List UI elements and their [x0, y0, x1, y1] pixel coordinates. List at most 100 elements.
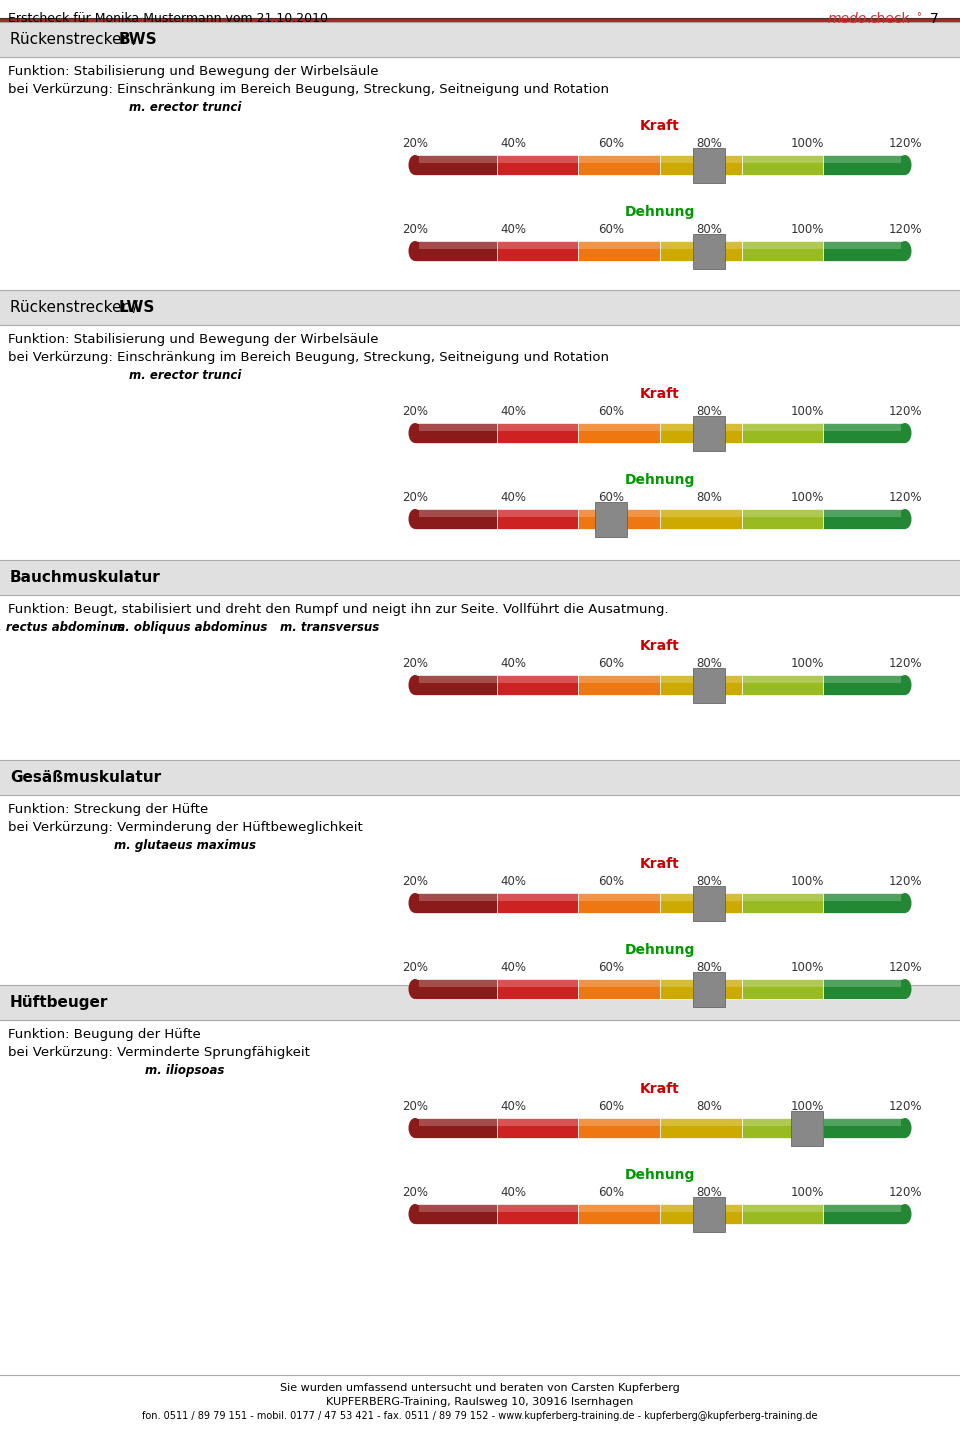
Text: 80%: 80% — [696, 137, 722, 150]
Bar — [496, 1205, 578, 1223]
Bar — [0, 291, 960, 325]
Text: Rückenstrecker /: Rückenstrecker / — [10, 299, 143, 315]
Bar — [660, 155, 742, 174]
Bar — [496, 894, 578, 912]
Bar — [415, 423, 496, 443]
Text: Funktion: Stabilisierung und Bewegung der Wirbelsäule: Funktion: Stabilisierung und Bewegung de… — [8, 65, 378, 78]
Text: 60%: 60% — [598, 405, 624, 418]
Text: 120%: 120% — [888, 657, 922, 670]
Text: Kraft: Kraft — [640, 119, 680, 134]
Bar — [496, 1117, 578, 1138]
Text: 20%: 20% — [402, 405, 428, 418]
Text: 40%: 40% — [500, 137, 526, 150]
Text: 80%: 80% — [696, 405, 722, 418]
Text: 80%: 80% — [696, 960, 722, 974]
Text: 60%: 60% — [598, 1100, 624, 1113]
Ellipse shape — [899, 1205, 911, 1223]
Bar — [415, 509, 496, 529]
Bar — [693, 885, 725, 921]
Text: Funktion: Stabilisierung und Bewegung der Wirbelsäule: Funktion: Stabilisierung und Bewegung de… — [8, 333, 378, 346]
Text: 100%: 100% — [790, 1186, 824, 1199]
Text: Hüftbeuger: Hüftbeuger — [10, 995, 108, 1010]
Ellipse shape — [899, 155, 911, 174]
Bar — [693, 234, 725, 269]
Text: 20%: 20% — [402, 657, 428, 670]
Bar — [496, 423, 578, 443]
Text: 100%: 100% — [790, 491, 824, 504]
Text: Funktion: Streckung der Hüfte: Funktion: Streckung der Hüfte — [8, 804, 208, 817]
Bar — [0, 22, 960, 57]
Bar — [824, 676, 905, 695]
Text: 120%: 120% — [888, 1186, 922, 1199]
Text: bei Verkürzung: Verminderung der Hüftbeweglichkeit: bei Verkürzung: Verminderung der Hüftbew… — [8, 821, 363, 834]
Text: 60%: 60% — [598, 657, 624, 670]
Bar — [824, 894, 905, 912]
Text: Gesäßmuskulatur: Gesäßmuskulatur — [10, 770, 161, 785]
Ellipse shape — [409, 1205, 421, 1223]
Bar — [415, 676, 496, 695]
Text: m. transversus: m. transversus — [280, 620, 379, 634]
Bar — [496, 155, 578, 174]
Text: 20%: 20% — [402, 1100, 428, 1113]
Bar — [415, 1205, 496, 1223]
Text: 80%: 80% — [696, 222, 722, 235]
Bar — [578, 509, 660, 529]
Text: 7: 7 — [930, 12, 939, 26]
Text: 100%: 100% — [790, 960, 824, 974]
Ellipse shape — [409, 509, 421, 529]
Text: Sie wurden umfassend untersucht und beraten von Carsten Kupferberg: Sie wurden umfassend untersucht und bera… — [280, 1383, 680, 1393]
Text: medo: medo — [828, 12, 867, 26]
Bar — [419, 979, 901, 987]
Bar — [419, 510, 901, 517]
Bar — [0, 985, 960, 1020]
Ellipse shape — [899, 676, 911, 695]
Bar — [578, 155, 660, 174]
Text: 20%: 20% — [402, 137, 428, 150]
Bar — [419, 676, 901, 683]
Text: Kraft: Kraft — [640, 857, 680, 870]
Bar — [578, 979, 660, 1000]
Bar — [419, 1119, 901, 1126]
Ellipse shape — [899, 423, 911, 443]
Bar — [578, 1117, 660, 1138]
Bar — [419, 243, 901, 248]
Text: 20%: 20% — [402, 875, 428, 888]
Bar — [496, 979, 578, 1000]
Bar — [578, 1205, 660, 1223]
Bar — [496, 676, 578, 695]
Ellipse shape — [409, 894, 421, 912]
Text: m. obliquus abdominus: m. obliquus abdominus — [113, 620, 267, 634]
Ellipse shape — [409, 1117, 421, 1138]
Text: 20%: 20% — [402, 1186, 428, 1199]
Text: m. rectus abdominus: m. rectus abdominus — [0, 620, 125, 634]
Bar — [0, 760, 960, 795]
Bar — [742, 1205, 824, 1223]
Ellipse shape — [899, 241, 911, 262]
Text: m. erector trunci: m. erector trunci — [129, 102, 241, 113]
Text: 60%: 60% — [598, 222, 624, 235]
Text: LWS: LWS — [119, 299, 156, 315]
Text: 120%: 120% — [888, 405, 922, 418]
Text: Funktion: Beugt, stabilisiert und dreht den Rumpf und neigt ihn zur Seite. Vollf: Funktion: Beugt, stabilisiert und dreht … — [8, 603, 668, 616]
Bar — [660, 423, 742, 443]
Bar — [419, 155, 901, 163]
Text: 60%: 60% — [598, 491, 624, 504]
Bar — [824, 155, 905, 174]
Bar — [415, 241, 496, 262]
Text: 120%: 120% — [888, 875, 922, 888]
Bar — [660, 1205, 742, 1223]
Bar — [693, 148, 725, 183]
Bar — [742, 241, 824, 262]
Text: 40%: 40% — [500, 875, 526, 888]
Text: 40%: 40% — [500, 222, 526, 235]
Text: 120%: 120% — [888, 137, 922, 150]
Text: Bauchmuskulatur: Bauchmuskulatur — [10, 570, 160, 586]
Bar — [595, 501, 627, 536]
Ellipse shape — [409, 979, 421, 1000]
Bar — [578, 894, 660, 912]
Bar — [824, 979, 905, 1000]
Text: 20%: 20% — [402, 960, 428, 974]
Text: check: check — [869, 12, 910, 26]
Text: 80%: 80% — [696, 1100, 722, 1113]
Bar — [419, 424, 901, 432]
